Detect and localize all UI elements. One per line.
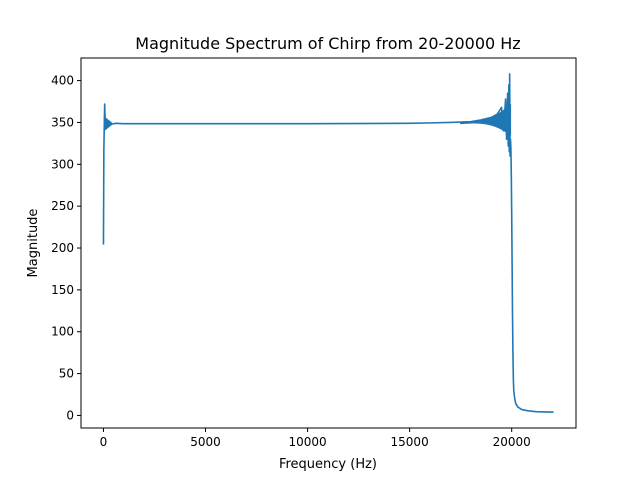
plot-frame bbox=[80, 57, 577, 429]
y-tick-label: 50 bbox=[59, 367, 74, 381]
x-axis-label: Frequency (Hz) bbox=[279, 457, 377, 472]
y-tick-label: 150 bbox=[51, 283, 74, 297]
y-axis-label: Magnitude bbox=[26, 209, 41, 278]
y-tick-label: 100 bbox=[51, 325, 74, 339]
chart-title: Magnitude Spectrum of Chirp from 20-2000… bbox=[135, 34, 520, 53]
x-tick-label: 0 bbox=[100, 435, 108, 449]
x-tick-label: 10000 bbox=[288, 435, 326, 449]
y-tick-label: 0 bbox=[66, 408, 74, 422]
y-tick-label: 200 bbox=[51, 241, 74, 255]
y-tick-label: 250 bbox=[51, 199, 74, 213]
y-tick-label: 300 bbox=[51, 157, 74, 171]
y-tick-label: 400 bbox=[51, 74, 74, 88]
y-tick-label: 350 bbox=[51, 115, 74, 129]
x-tick-label: 5000 bbox=[190, 435, 221, 449]
x-tick-label: 15000 bbox=[391, 435, 429, 449]
spectrum-ripple bbox=[103, 104, 512, 136]
x-tick-label: 20000 bbox=[493, 435, 531, 449]
